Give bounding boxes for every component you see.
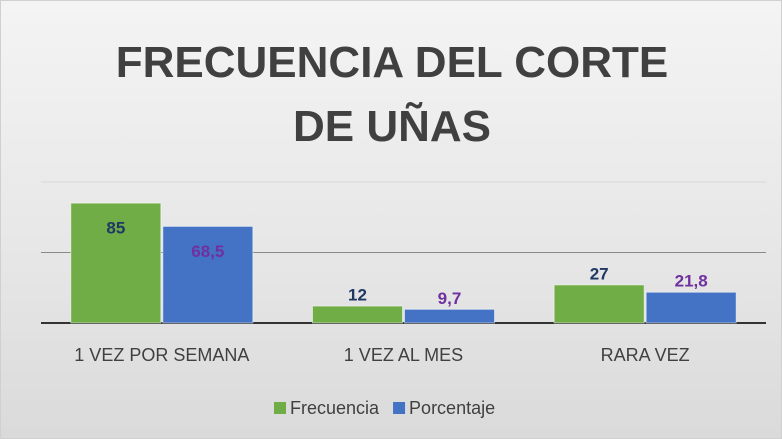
bar (70, 202, 162, 324)
legend-label: Porcentaje (409, 398, 495, 418)
x-tick-label: 1 VEZ AL MES (344, 345, 463, 365)
bar (162, 225, 254, 324)
data-label: 85 (106, 219, 125, 238)
x-tick-label: RARA VEZ (601, 345, 690, 365)
legend-swatch (393, 402, 406, 414)
legend-label: Frecuencia (290, 398, 380, 418)
data-label: 27 (590, 264, 609, 283)
data-label: 21,8 (675, 272, 708, 291)
data-label: 68,5 (191, 242, 224, 261)
bar (404, 308, 495, 324)
bar (645, 291, 737, 324)
x-tick-label: 1 VEZ POR SEMANA (74, 345, 249, 365)
bar (553, 284, 645, 324)
data-label: 12 (348, 286, 367, 305)
data-label: 9,7 (438, 289, 462, 308)
chart-title: FRECUENCIA DEL CORTE DE UÑAS (115, 38, 669, 151)
bar (312, 305, 403, 324)
legend-swatch (274, 402, 286, 414)
